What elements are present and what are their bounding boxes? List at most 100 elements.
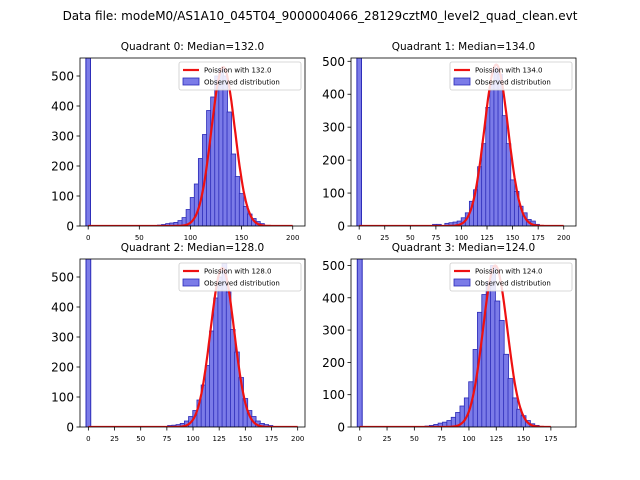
- x-tick-label: 75: [431, 234, 440, 242]
- y-tick-label: 500: [51, 70, 74, 84]
- y-tick-label: 100: [51, 190, 74, 204]
- y-tick-label: 500: [322, 55, 345, 69]
- legend-label-observed: Observed distribution: [204, 280, 280, 288]
- legend-label-poisson: Poission with 124.0: [475, 268, 543, 276]
- histogram-spike-bar: [356, 58, 362, 226]
- x-tick-label: 125: [212, 435, 225, 443]
- y-tick-label: 300: [51, 331, 74, 345]
- y-tick-label: 200: [322, 356, 345, 370]
- legend-label-observed: Observed distribution: [204, 79, 280, 87]
- subplot-title: Quadrant 3: Median=124.0: [392, 242, 535, 254]
- subplot-quadrant-2: 0 25 50 75 100 125 150 175 200 0 100 200 300 400 500 Qu…: [51, 242, 306, 443]
- x-tick-label: 25: [383, 435, 392, 443]
- plot-area: [85, 259, 298, 427]
- legend: Poission with 124.0 Observed distribution: [449, 262, 573, 292]
- legend: Poission with 128.0 Observed distribution: [178, 262, 302, 292]
- plot-area: [85, 58, 293, 226]
- y-tick-label: 100: [51, 391, 74, 405]
- x-tick-label: 50: [406, 234, 415, 242]
- histogram-spike-bar: [85, 259, 92, 427]
- y-tick-label: 400: [51, 100, 74, 114]
- subplot-quadrant-3: 0 25 50 75 100 125 150 175 0 100 200 300 400 500 Quadr…: [322, 242, 577, 443]
- x-tick-label: 50: [135, 234, 144, 242]
- axes-frame: [79, 258, 306, 428]
- poisson-curve: [359, 264, 551, 427]
- x-tick-label: 0: [358, 435, 362, 443]
- legend-box: [449, 262, 573, 292]
- axes-frame: [350, 258, 577, 428]
- poisson-curve: [88, 65, 293, 226]
- y-tick-label: 0: [66, 220, 74, 234]
- x-tick-label: 125: [490, 435, 503, 443]
- y-tick-label: 100: [322, 187, 345, 201]
- poisson-curve: [359, 63, 564, 226]
- figure-suptitle: Data file: modeM0/AS1A10_045T04_90000040…: [63, 9, 578, 23]
- x-tick-label: 200: [291, 435, 304, 443]
- legend-label-observed: Observed distribution: [475, 280, 551, 288]
- x-tick-label: 125: [480, 234, 493, 242]
- y-tick-label: 0: [66, 421, 74, 435]
- legend-bar-swatch: [453, 278, 471, 287]
- y-tick-label: 500: [51, 271, 74, 285]
- y-tick-label: 0: [337, 421, 345, 435]
- subplot-quadrant-0: 0 50 100 150 200 0 100 200 300 400 500 Quadrant 0: …: [51, 41, 306, 242]
- subplot-quadrant-1: 0 25 50 75 100 125 150 175 200 0 100 200 300 400 500 Qu…: [322, 41, 577, 242]
- x-tick-label: 0: [357, 234, 361, 242]
- x-tick-label: 200: [286, 234, 299, 242]
- legend-box: [178, 61, 302, 91]
- x-tick-label: 100: [455, 234, 468, 242]
- y-tick-label: 200: [322, 154, 345, 168]
- histogram-spike-bar: [85, 58, 91, 226]
- x-tick-label: 100: [186, 435, 199, 443]
- legend-label-poisson: Poission with 132.0: [204, 67, 272, 75]
- legend-bar-swatch: [182, 77, 200, 86]
- y-tick-label: 200: [51, 361, 74, 375]
- legend-box: [449, 61, 573, 91]
- x-tick-label: 50: [410, 435, 419, 443]
- x-tick-label: 0: [86, 435, 90, 443]
- axes-frame: [79, 57, 306, 227]
- poisson-curve: [88, 266, 298, 427]
- histogram-spike-bar: [356, 259, 363, 427]
- legend-box: [178, 262, 302, 292]
- y-tick-label: 400: [322, 88, 345, 102]
- y-tick-label: 200: [51, 160, 74, 174]
- subplot-title: Quadrant 0: Median=132.0: [121, 41, 264, 53]
- x-tick-label: 75: [162, 435, 171, 443]
- legend-label-observed: Observed distribution: [475, 79, 551, 87]
- y-tick-label: 300: [322, 324, 345, 338]
- y-tick-label: 100: [322, 388, 345, 402]
- x-tick-label: 150: [506, 234, 519, 242]
- x-tick-label: 100: [184, 234, 197, 242]
- axes-frame: [350, 57, 577, 227]
- x-tick-label: 200: [557, 234, 570, 242]
- x-tick-label: 0: [86, 234, 90, 242]
- y-tick-label: 500: [322, 259, 345, 273]
- legend-bar-swatch: [453, 77, 471, 86]
- subplot-title: Quadrant 1: Median=134.0: [392, 41, 535, 53]
- y-tick-label: 400: [51, 301, 74, 315]
- subplot-title: Quadrant 2: Median=128.0: [121, 242, 264, 254]
- x-tick-label: 175: [531, 234, 544, 242]
- x-tick-label: 75: [437, 435, 446, 443]
- plot-area: [356, 259, 551, 427]
- legend: Poission with 134.0 Observed distribution: [449, 61, 573, 91]
- legend-label-poisson: Poission with 134.0: [475, 67, 543, 75]
- x-tick-label: 150: [239, 435, 252, 443]
- x-tick-label: 175: [265, 435, 278, 443]
- y-tick-label: 300: [322, 121, 345, 135]
- x-tick-label: 150: [235, 234, 248, 242]
- legend: Poission with 132.0 Observed distribution: [178, 61, 302, 91]
- legend-label-poisson: Poission with 128.0: [204, 268, 272, 276]
- x-tick-label: 25: [110, 435, 119, 443]
- y-tick-label: 0: [337, 220, 345, 234]
- legend-bar-swatch: [182, 278, 200, 287]
- y-tick-label: 300: [51, 130, 74, 144]
- x-tick-label: 25: [380, 234, 389, 242]
- y-tick-label: 400: [322, 291, 345, 305]
- x-tick-label: 50: [136, 435, 145, 443]
- x-tick-label: 175: [544, 435, 557, 443]
- x-tick-label: 150: [517, 435, 530, 443]
